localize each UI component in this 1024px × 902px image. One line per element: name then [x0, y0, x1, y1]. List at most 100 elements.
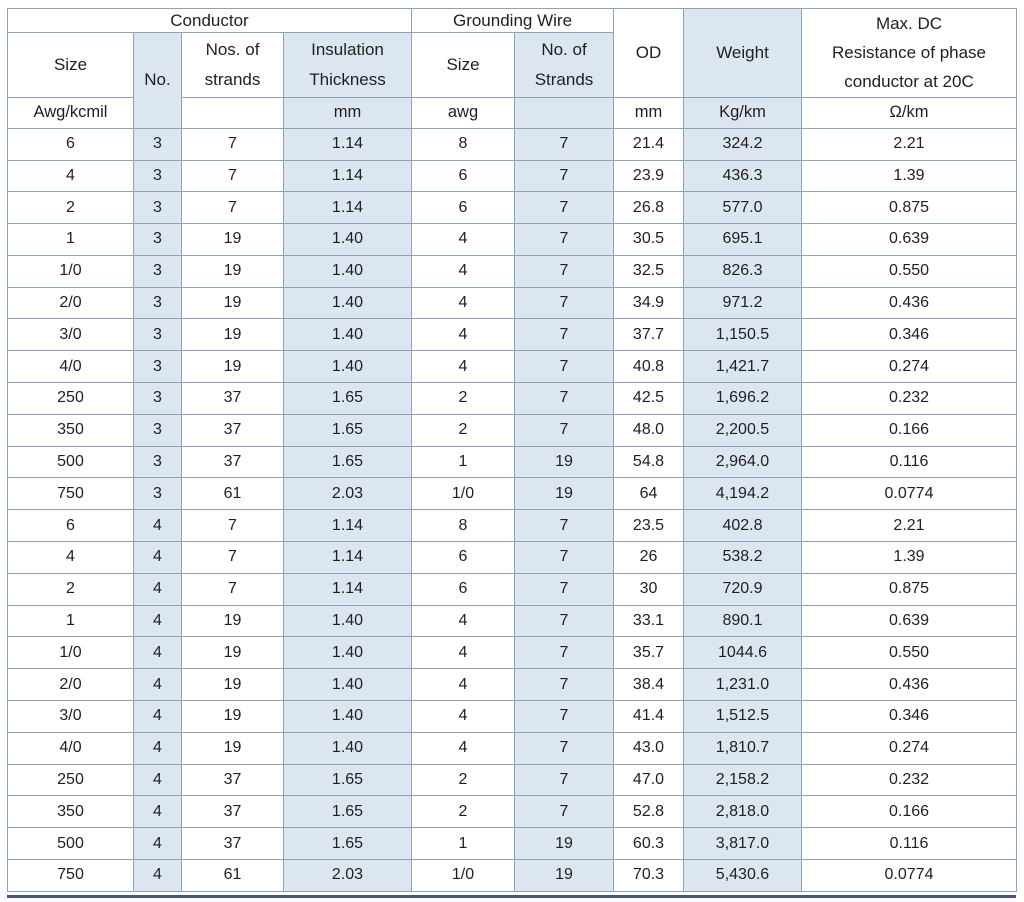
table-cell: 1.40 — [283, 254, 412, 288]
table-cell: 1/0 — [7, 254, 134, 288]
table-cell: 1.14 — [283, 127, 412, 161]
table-cell: 47.0 — [613, 763, 684, 797]
table-cell: 19 — [514, 445, 614, 479]
table-cell: 19 — [181, 286, 284, 320]
table-cell: 4 — [133, 541, 182, 574]
table-row: 250 4 37 1.65 2 7 47.0 2,158.2 0.232 — [7, 763, 1017, 797]
column-header-grounding-size: Size — [411, 32, 515, 98]
table-cell: 0.116 — [801, 445, 1017, 479]
table-cell: 4 — [133, 700, 182, 733]
table-cell: 7 — [514, 191, 614, 225]
table-cell: 1,512.5 — [683, 700, 802, 733]
table-cell: 3 — [133, 318, 182, 352]
table-cell: 1,696.2 — [683, 382, 802, 415]
table-cell: 2,158.2 — [683, 763, 802, 797]
sub-header-row: Size No. Nos. of strands Insulation Thic… — [7, 32, 1017, 129]
table-cell: 0.875 — [801, 572, 1017, 606]
table-cell: 1.65 — [283, 795, 412, 829]
table-cell: 4 — [133, 509, 182, 543]
table-cell: 19 — [181, 254, 284, 288]
table-cell: 1.40 — [283, 731, 412, 765]
table-cell: 1.14 — [283, 541, 412, 574]
table-cell: 3 — [133, 477, 182, 511]
table-cell: 19 — [181, 604, 284, 638]
table-row: 2 3 7 1.14 6 7 26.8 577.0 0.875 — [7, 191, 1017, 225]
table-cell: 4 — [133, 859, 182, 892]
table-cell: 1.65 — [283, 827, 412, 861]
table-cell: 0.116 — [801, 827, 1017, 861]
table-row: 2/0 3 19 1.40 4 7 34.9 971.2 0.436 — [7, 286, 1017, 320]
table-cell: 7 — [514, 731, 614, 765]
table-cell: 43.0 — [613, 731, 684, 765]
table-cell: 7 — [514, 223, 614, 256]
table-cell: 2 — [7, 572, 134, 606]
table-cell: 2 — [7, 191, 134, 225]
table-cell: 7 — [181, 127, 284, 161]
table-cell: 3/0 — [7, 700, 134, 733]
table-cell: 48.0 — [613, 413, 684, 447]
units-row: Awg/kcmil mm awg mm Kg/km Ω/km — [7, 96, 1017, 129]
table-cell: 6 — [411, 159, 515, 193]
table-cell: 3 — [133, 445, 182, 479]
table-cell: 4 — [133, 636, 182, 670]
table-cell: 3 — [133, 191, 182, 225]
table-body: 6 3 7 1.14 8 7 21.4 324.2 2.21 4 3 7 1.14 6 7 23.9 436.3… — [7, 127, 1017, 892]
table-cell: 750 — [7, 859, 134, 892]
table-cell: 4 — [411, 604, 515, 638]
table-cell: 4 — [133, 827, 182, 861]
table-cell: 61 — [181, 859, 284, 892]
table-cell: 4 — [133, 668, 182, 702]
table-row: 350 4 37 1.65 2 7 52.8 2,818.0 0.166 — [7, 795, 1017, 829]
table-cell: 1.65 — [283, 382, 412, 415]
table-cell: 3 — [133, 286, 182, 320]
table-cell: 1,150.5 — [683, 318, 802, 352]
table-cell: 750 — [7, 477, 134, 511]
table-row: 3/0 4 19 1.40 4 7 41.4 1,512.5 0.346 — [7, 700, 1017, 733]
table-row: 350 3 37 1.65 2 7 48.0 2,200.5 0.166 — [7, 413, 1017, 447]
table-cell: 7 — [181, 159, 284, 193]
table-row: 6 4 7 1.14 8 7 23.5 402.8 2.21 — [7, 509, 1017, 543]
table-cell: 695.1 — [683, 223, 802, 256]
table-cell: 60.3 — [613, 827, 684, 861]
table-cell: 4 — [7, 541, 134, 574]
table-cell: 6 — [7, 127, 134, 161]
table-cell: 4 — [411, 668, 515, 702]
table-cell: 32.5 — [613, 254, 684, 288]
table-cell: 3 — [133, 382, 182, 415]
table-cell: 7 — [514, 127, 614, 161]
unit-od: mm — [613, 96, 684, 129]
bottom-rule — [7, 894, 1016, 898]
table-row: 6 3 7 1.14 8 7 21.4 324.2 2.21 — [7, 127, 1017, 161]
table-cell: 436.3 — [683, 159, 802, 193]
table-cell: 19 — [181, 731, 284, 765]
table-cell: 1 — [411, 827, 515, 861]
table-cell: 2/0 — [7, 286, 134, 320]
table-cell: 7 — [514, 541, 614, 574]
table-cell: 0.0774 — [801, 859, 1017, 892]
table-cell: 0.436 — [801, 286, 1017, 320]
table-cell: 33.1 — [613, 604, 684, 638]
table-cell: 1.14 — [283, 509, 412, 543]
table-cell: 7 — [514, 668, 614, 702]
table-cell: 4 — [133, 572, 182, 606]
table-cell: 1.40 — [283, 286, 412, 320]
column-header-conductor-strands: Nos. of strands — [181, 32, 284, 98]
table-cell: 1 — [7, 223, 134, 256]
table-cell: 2,200.5 — [683, 413, 802, 447]
table-cell: 19 — [181, 350, 284, 384]
table-cell: 500 — [7, 827, 134, 861]
table-cell: 2/0 — [7, 668, 134, 702]
table-cell: 7 — [514, 509, 614, 543]
table-cell: 8 — [411, 127, 515, 161]
table-cell: 23.9 — [613, 159, 684, 193]
table-cell: 1,810.7 — [683, 731, 802, 765]
table-cell: 19 — [514, 859, 614, 892]
table-cell: 1.40 — [283, 223, 412, 256]
column-header-insulation-thickness: Insulation Thickness — [283, 32, 412, 98]
table-row: 250 3 37 1.65 2 7 42.5 1,696.2 0.232 — [7, 382, 1017, 415]
table-cell: 0.550 — [801, 636, 1017, 670]
table-cell: 4 — [411, 318, 515, 352]
table-cell: 1.14 — [283, 572, 412, 606]
table-cell: 250 — [7, 763, 134, 797]
